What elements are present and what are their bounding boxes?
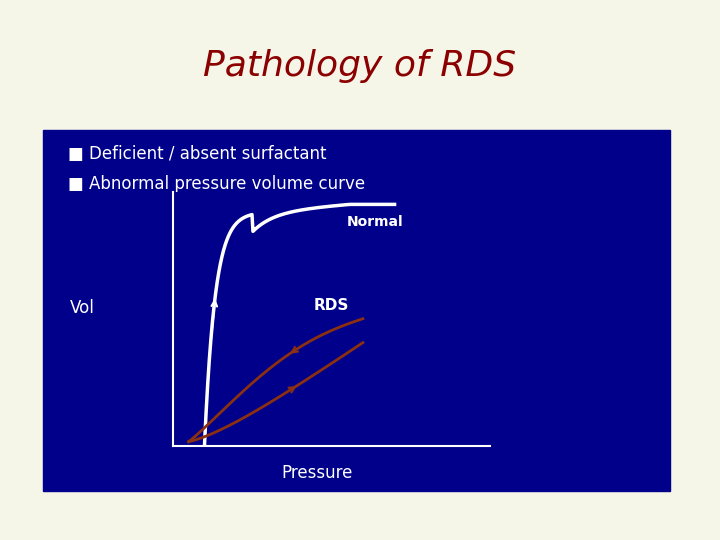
Text: Vol: Vol (71, 299, 95, 317)
Text: Normal: Normal (347, 215, 404, 229)
Text: ■ Abnormal pressure volume curve: ■ Abnormal pressure volume curve (68, 174, 366, 193)
FancyBboxPatch shape (43, 130, 670, 491)
Text: Pressure: Pressure (281, 463, 353, 482)
Text: RDS: RDS (313, 299, 349, 313)
Text: ■ Deficient / absent surfactant: ■ Deficient / absent surfactant (68, 145, 327, 163)
Text: Pathology of RDS: Pathology of RDS (204, 49, 516, 83)
